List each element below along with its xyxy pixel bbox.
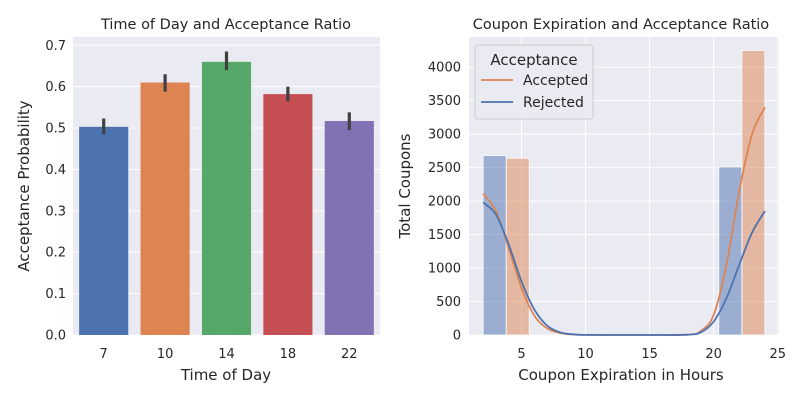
y-axis-label: Acceptance Probability	[15, 100, 33, 271]
y-tick-label: 4000	[428, 61, 461, 76]
y-tick-label: 0.7	[45, 39, 66, 54]
kde-line-rejected	[482, 201, 766, 336]
y-tick-label: 1000	[428, 262, 461, 277]
legend-frame	[474, 44, 594, 120]
x-tick-labels: 7 10 14 18 22	[100, 347, 358, 362]
x-axis-label: Coupon Expiration in Hours	[518, 366, 724, 384]
y-tick-label: 0.6	[45, 80, 66, 95]
x-tick-label: 20	[705, 347, 722, 362]
y-tick-label: 500	[436, 295, 461, 310]
chart-title: Time of Day and Acceptance Ratio	[100, 17, 351, 33]
y-tick-label: 2000	[428, 195, 461, 210]
kde-lines	[482, 106, 766, 336]
x-tick-label: 5	[517, 347, 525, 362]
bars	[79, 61, 374, 336]
histogram-chart: 0 500 1000 1500 2000 2500 3000 3500 4000 5 10 15 20…	[396, 17, 786, 384]
bar	[263, 94, 313, 335]
y-tick-label: 1500	[428, 228, 461, 243]
legend-label-accepted: Accepted	[523, 73, 588, 89]
error-bars	[102, 51, 351, 135]
y-axis-label: Total Coupons	[396, 133, 414, 239]
y-tick-label: 0	[453, 329, 461, 344]
legend-label-rejected: Rejected	[523, 95, 584, 111]
legend: Acceptance Accepted Rejected	[474, 44, 594, 120]
histogram-bar	[482, 155, 507, 336]
x-tick-label: 22	[341, 347, 358, 362]
x-tick-label: 7	[100, 347, 108, 362]
x-tick-labels: 5 10 15 20 25	[517, 347, 786, 362]
x-tick-label: 25	[769, 347, 786, 362]
histogram-bar	[741, 49, 766, 336]
y-tick-label: 0.5	[45, 122, 66, 137]
x-tick-label: 15	[641, 347, 658, 362]
y-tick-label: 3000	[428, 128, 461, 143]
chart-title: Coupon Expiration and Acceptance Ratio	[473, 17, 770, 33]
y-tick-label: 0.3	[45, 204, 66, 219]
bar	[201, 61, 252, 335]
y-tick-labels: 0.0 0.1 0.2 0.3 0.4 0.5 0.6 0.7	[45, 39, 66, 344]
y-tick-labels: 0 500 1000 1500 2000 2500 3000 3500 4000	[428, 61, 461, 344]
y-tick-label: 0.1	[45, 287, 66, 302]
x-tick-label: 18	[280, 347, 297, 362]
x-tick-label: 14	[218, 347, 235, 362]
bar-chart: 0.0 0.1 0.2 0.3 0.4 0.5 0.6 0.7 7 10 14 18 22 Time …	[15, 17, 380, 384]
x-tick-label: 10	[577, 347, 594, 362]
y-tick-label: 0.4	[45, 163, 66, 178]
bar	[79, 126, 129, 335]
x-tick-label: 10	[157, 347, 174, 362]
bar	[324, 121, 374, 336]
legend-title: Acceptance	[490, 51, 577, 69]
y-tick-label: 0.0	[45, 329, 66, 344]
y-tick-label: 2500	[428, 161, 461, 176]
bar	[140, 82, 190, 336]
x-axis-label: Time of Day	[180, 366, 271, 384]
y-tick-label: 0.2	[45, 246, 66, 261]
y-tick-label: 3500	[428, 94, 461, 109]
